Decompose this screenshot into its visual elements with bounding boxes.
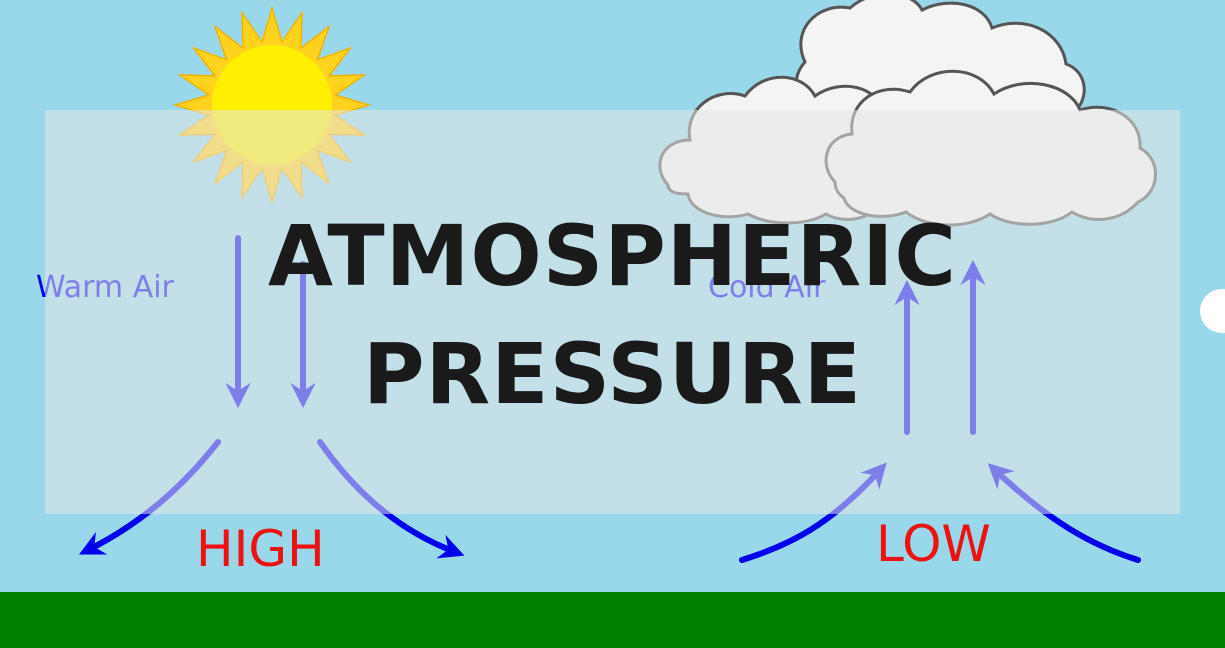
ground — [0, 592, 1225, 648]
title-line-2: PRESSURE — [362, 325, 863, 423]
title-line-1: ATMOSPHERIC — [267, 207, 958, 305]
high-pressure-label: HIGH — [196, 520, 325, 578]
low-pressure-label: LOW — [876, 515, 991, 573]
edge-handle[interactable] — [1200, 289, 1225, 333]
title-overlay-panel — [45, 110, 1180, 514]
